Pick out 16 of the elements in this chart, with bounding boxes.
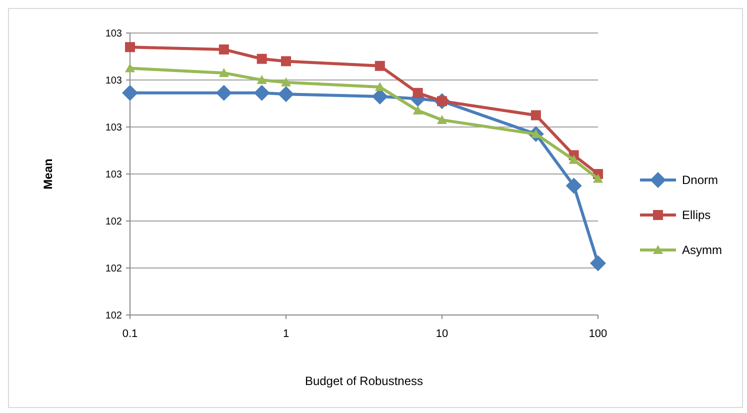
- legend-label: Asymm: [682, 243, 722, 258]
- x-tick-label: 0.1: [122, 328, 138, 340]
- legend-label: Ellips: [682, 208, 711, 222]
- x-tick-label: 10: [436, 328, 448, 340]
- x-tick-label: 1: [282, 328, 290, 340]
- x-tick-label: 100: [588, 328, 608, 340]
- y-tick-label: 102: [105, 264, 122, 274]
- y-tick-label: 102: [105, 310, 122, 322]
- y-tick-label: 103: [105, 122, 122, 134]
- y-tick-label: 103: [105, 28, 122, 40]
- y-tick-label: 103: [105, 76, 122, 86]
- y-tick-label: 103: [105, 170, 122, 180]
- legend-label: Dnorm: [682, 173, 718, 188]
- x-axis-title: Budget of Robustness: [304, 374, 424, 388]
- y-tick-label: 102: [105, 216, 122, 228]
- y-axis-title: Mean: [41, 158, 55, 190]
